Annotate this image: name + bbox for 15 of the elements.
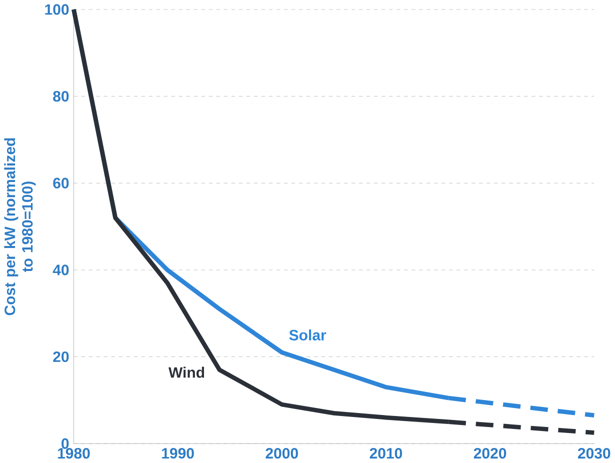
y-tick-label: 60 — [53, 178, 69, 189]
y-tick-label: 0 — [62, 438, 69, 449]
y-tick-label: 20 — [53, 352, 69, 362]
x-tick-label: 1980 — [58, 448, 90, 459]
x-tick-label: 1990 — [162, 448, 194, 459]
series-label: Wind — [168, 366, 204, 378]
x-tick-label: 2000 — [266, 448, 298, 459]
y-tick-label: 100 — [45, 4, 69, 15]
y-tick-label: 80 — [53, 91, 69, 102]
series-label: Solar — [289, 330, 326, 341]
x-tick-label: 2010 — [370, 448, 402, 459]
y-axis-title: Cost per kW (normalized to 1980=100) — [4, 138, 36, 316]
y-tick-label: 40 — [52, 264, 69, 276]
x-tick-label: 2030 — [578, 448, 610, 459]
x-tick-label: 2020 — [474, 448, 506, 459]
